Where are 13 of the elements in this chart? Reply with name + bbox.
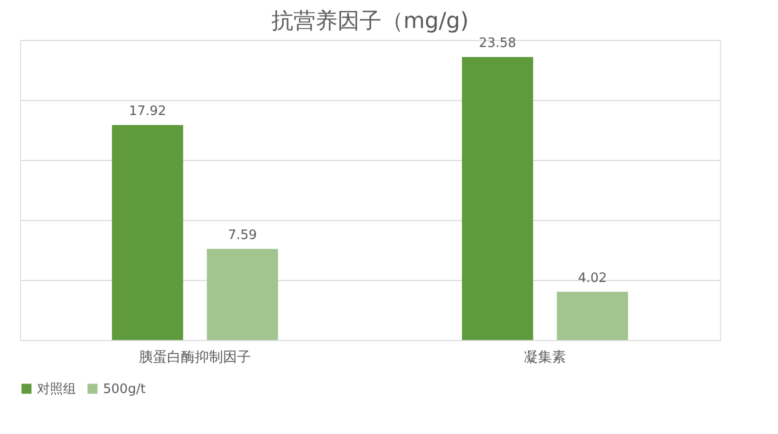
- chart-title: 抗营养因子（mg/g): [271, 9, 469, 34]
- data-label: 7.59: [228, 228, 257, 243]
- x-tick-label: 凝集素: [524, 350, 566, 366]
- bar: [206, 248, 278, 340]
- legend-label: 500g/t: [103, 382, 146, 397]
- legend-label: 对照组: [37, 382, 76, 397]
- data-label: 4.02: [578, 270, 607, 286]
- bar: [112, 124, 184, 340]
- data-label: 17.92: [128, 104, 166, 119]
- bar: [462, 57, 534, 340]
- x-tick-label: 胰蛋白酶抑制因子: [139, 350, 251, 366]
- data-label: 23.58: [478, 36, 516, 52]
- bar: [556, 292, 628, 340]
